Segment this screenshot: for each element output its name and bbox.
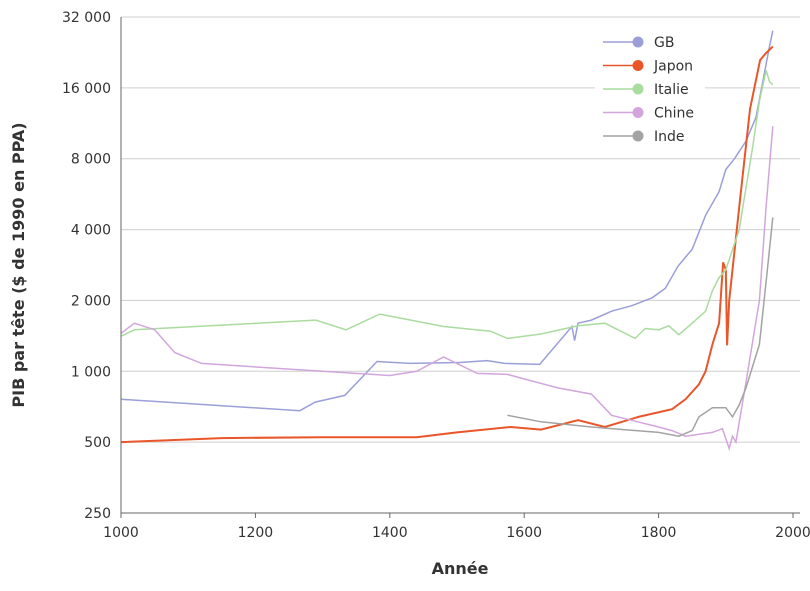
- legend-label: Italie: [654, 82, 689, 98]
- legend-label: GB: [654, 35, 674, 51]
- legend-marker: [632, 36, 644, 48]
- x-tick-label: 1800: [641, 525, 677, 541]
- series-line-chine: [120, 126, 774, 452]
- series-line-japon: [120, 45, 774, 444]
- y-tick-label: 4 000: [71, 223, 111, 239]
- y-tick-label: 16 000: [62, 81, 111, 97]
- y-tick-label: 8 000: [71, 152, 111, 168]
- series-line-italie: [120, 70, 774, 340]
- x-tick-label: 1600: [506, 525, 542, 541]
- y-tick-label: 2 000: [71, 293, 111, 309]
- x-tick-label: 1400: [372, 525, 408, 541]
- y-tick-label: 1 000: [71, 364, 111, 380]
- series-line-inde: [507, 217, 774, 437]
- legend-marker: [632, 60, 644, 71]
- legend-marker: [632, 130, 644, 142]
- series-line-gb: [120, 30, 774, 412]
- x-tick-label: 1000: [103, 525, 139, 541]
- legend-marker: [632, 83, 644, 95]
- legend-label: Chine: [654, 106, 694, 122]
- legend-label: Inde: [654, 129, 685, 145]
- legend: GB Japon Italie Chine Inde: [595, 28, 705, 150]
- y-tick-label: 500: [84, 435, 111, 451]
- legend-label: Japon: [653, 59, 693, 75]
- x-axis-label: Année: [432, 559, 489, 578]
- y-tick-label: 250: [84, 506, 111, 522]
- legend-marker: [632, 107, 644, 118]
- y-tick-label: 32 000: [62, 10, 111, 26]
- x-tick-label: 2000: [775, 525, 810, 541]
- y-axis-label: PIB par tête ($ de 1990 en PPA): [9, 122, 28, 407]
- x-tick-label: 1200: [238, 525, 274, 541]
